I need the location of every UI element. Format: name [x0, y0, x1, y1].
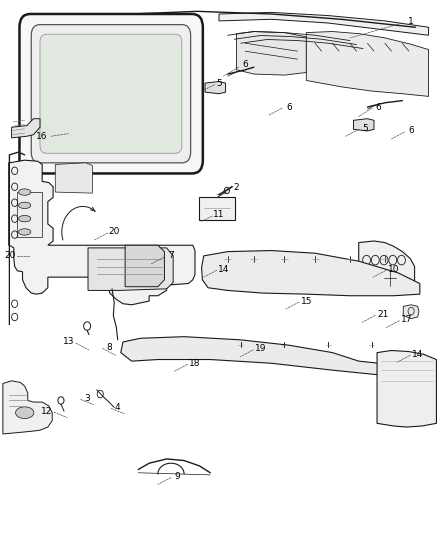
Text: 18: 18	[189, 359, 201, 368]
Text: 1: 1	[408, 18, 414, 27]
Text: 15: 15	[300, 296, 312, 305]
Polygon shape	[359, 241, 415, 293]
Text: 10: 10	[388, 265, 399, 273]
Text: 5: 5	[216, 78, 222, 87]
Text: 3: 3	[84, 394, 90, 403]
Polygon shape	[121, 337, 420, 377]
Polygon shape	[10, 160, 195, 325]
Polygon shape	[353, 119, 374, 131]
Text: 6: 6	[408, 126, 414, 135]
Polygon shape	[125, 245, 164, 287]
Text: 6: 6	[375, 102, 381, 111]
Text: 8: 8	[106, 343, 112, 352]
FancyBboxPatch shape	[199, 197, 235, 220]
Text: 9: 9	[175, 472, 180, 481]
Polygon shape	[403, 305, 419, 319]
Ellipse shape	[15, 407, 34, 418]
Text: 2: 2	[233, 183, 239, 192]
Text: 13: 13	[63, 337, 74, 346]
Polygon shape	[377, 351, 436, 427]
Polygon shape	[3, 381, 52, 434]
Polygon shape	[201, 251, 420, 296]
Text: 7: 7	[168, 252, 174, 260]
FancyBboxPatch shape	[31, 25, 191, 163]
Polygon shape	[55, 163, 92, 193]
Ellipse shape	[18, 215, 31, 222]
Text: 21: 21	[377, 310, 389, 319]
Text: 20: 20	[5, 252, 16, 260]
Text: 16: 16	[36, 132, 48, 141]
Text: 14: 14	[218, 265, 229, 273]
Text: 5: 5	[362, 124, 368, 133]
Polygon shape	[88, 248, 173, 290]
Text: 20: 20	[109, 228, 120, 237]
FancyBboxPatch shape	[40, 34, 182, 154]
Polygon shape	[219, 12, 428, 35]
Text: 6: 6	[286, 102, 292, 111]
Polygon shape	[237, 31, 306, 75]
Text: 12: 12	[41, 407, 52, 416]
Ellipse shape	[18, 189, 31, 195]
Text: 19: 19	[255, 344, 266, 353]
Polygon shape	[205, 82, 226, 94]
Polygon shape	[306, 31, 428, 96]
Ellipse shape	[18, 202, 31, 208]
Ellipse shape	[18, 229, 31, 235]
Text: 6: 6	[242, 60, 248, 69]
FancyBboxPatch shape	[19, 14, 203, 173]
Polygon shape	[12, 119, 40, 138]
Polygon shape	[17, 192, 42, 237]
Text: 4: 4	[115, 403, 120, 412]
Text: 11: 11	[213, 210, 225, 219]
Text: 17: 17	[401, 315, 413, 324]
Text: 14: 14	[412, 350, 424, 359]
